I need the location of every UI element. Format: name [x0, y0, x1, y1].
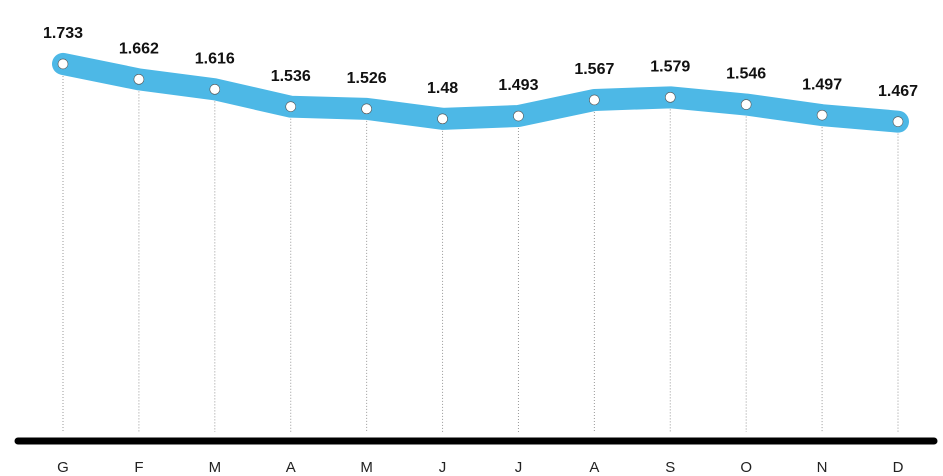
value-label: 1.493	[498, 77, 538, 94]
x-tick-label: J	[439, 459, 447, 476]
value-label: 1.616	[195, 51, 235, 68]
point	[740, 99, 752, 110]
point	[513, 110, 524, 122]
value-label: 1.579	[650, 59, 690, 76]
line	[52, 52, 909, 133]
x-tick-label: N	[817, 459, 828, 476]
value-label: 1.497	[802, 76, 842, 93]
point	[892, 116, 904, 127]
x-tick-label: M	[360, 459, 373, 476]
value-label: 1.567	[574, 61, 614, 78]
value-label: 1.536	[271, 68, 311, 85]
point	[209, 84, 221, 95]
value-label: 1.467	[878, 83, 918, 100]
x-tick-label: S	[665, 459, 675, 476]
value-label: 1.526	[347, 70, 387, 87]
point	[437, 113, 448, 125]
x-tick-label: M	[209, 459, 222, 476]
x-tick-label: J	[515, 459, 523, 476]
x-tick-label: A	[589, 459, 599, 476]
x-tick-label: D	[893, 459, 904, 476]
value-label: 1.662	[119, 41, 159, 58]
value-label: 1.733	[43, 25, 83, 42]
point	[816, 109, 828, 121]
x-tick-label: G	[57, 459, 69, 476]
point	[589, 94, 600, 106]
point	[133, 74, 145, 85]
value-label: 1.48	[427, 80, 458, 97]
guides	[62, 63, 899, 432]
point	[285, 101, 297, 112]
x-tick-label: O	[740, 459, 752, 476]
point	[361, 103, 372, 115]
x-tick-label: F	[134, 459, 143, 476]
point	[664, 92, 676, 103]
x-tick-label: A	[286, 459, 296, 476]
value-label: 1.546	[726, 66, 766, 83]
point	[57, 58, 69, 70]
